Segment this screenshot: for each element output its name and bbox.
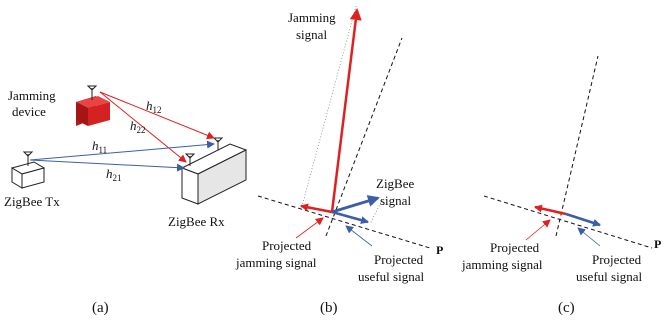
jamming-signal-arrow (330, 8, 362, 213)
h22-label: h22 (130, 118, 146, 135)
projected-jamming-label-line2: jamming signal (235, 255, 317, 270)
projected-jamming-arrow (300, 203, 333, 214)
projected-jamming-label-line1: Projected (262, 238, 312, 253)
zigbee-signal-label-line1: ZigBee (376, 176, 414, 191)
zigbee-rx-icon (180, 137, 248, 205)
perpendicular-line-c (555, 55, 599, 237)
h12-label: h12 (146, 98, 162, 115)
plane-p-line-c (483, 195, 653, 249)
jamming-device-label-line1: Jamming (8, 88, 56, 103)
h21-label: h21 (106, 166, 122, 183)
pointer-projected-useful-c (577, 227, 601, 247)
h21-arrow (29, 159, 185, 172)
jamming-device-icon (76, 85, 110, 126)
zigbee-tx-label: ZigBee Tx (4, 194, 60, 209)
caption-a: (a) (92, 300, 109, 316)
jamming-signal-label-line2: signal (296, 27, 327, 42)
jamming-signal-label-line1: Jamming (288, 10, 336, 25)
panel-b: Jamming signal ZigBee signal Projected j… (235, 5, 443, 316)
perpendicular-line (325, 37, 403, 237)
projected-jamming-arrow-c (534, 204, 567, 216)
plane-p-label: P (436, 243, 443, 257)
projected-useful-label-line1: Projected (374, 252, 424, 267)
projected-jamming-label-c-line2: jamming signal (461, 257, 543, 272)
h11-label: h11 (92, 138, 107, 155)
projected-jamming-label-c-line1: Projected (490, 240, 540, 255)
zigbee-signal-label-line2: signal (380, 193, 411, 208)
panel-c: Projected jamming signal Projected usefu… (461, 55, 661, 316)
projected-useful-label-line2: useful signal (358, 269, 424, 284)
h12-arrow (99, 91, 215, 140)
zigbee-tx-icon (10, 151, 46, 189)
h22-arrow (99, 91, 187, 163)
plane-p-line (257, 195, 431, 249)
jamming-device-label-line2: device (12, 104, 46, 119)
caption-c: (c) (558, 300, 575, 316)
projected-useful-arrow-c (565, 212, 601, 227)
pointer-projected-useful (345, 225, 373, 247)
projected-useful-label-c-line1: Projected (592, 252, 642, 267)
caption-b: (b) (320, 300, 338, 316)
zigbee-rx-label: ZigBee Rx (168, 214, 225, 229)
pointer-projected-jamming (295, 217, 324, 239)
plane-p-label-c: P (654, 237, 661, 251)
projected-useful-arrow (331, 210, 369, 224)
panel-a: Jamming device ZigBee Tx ZigBee Rx h12 (4, 85, 248, 316)
projected-useful-label-c-line2: useful signal (576, 269, 642, 284)
zigbee-signal-arrow (331, 195, 380, 214)
pointer-projected-jamming-c (525, 219, 551, 241)
h11-arrow (29, 140, 215, 161)
